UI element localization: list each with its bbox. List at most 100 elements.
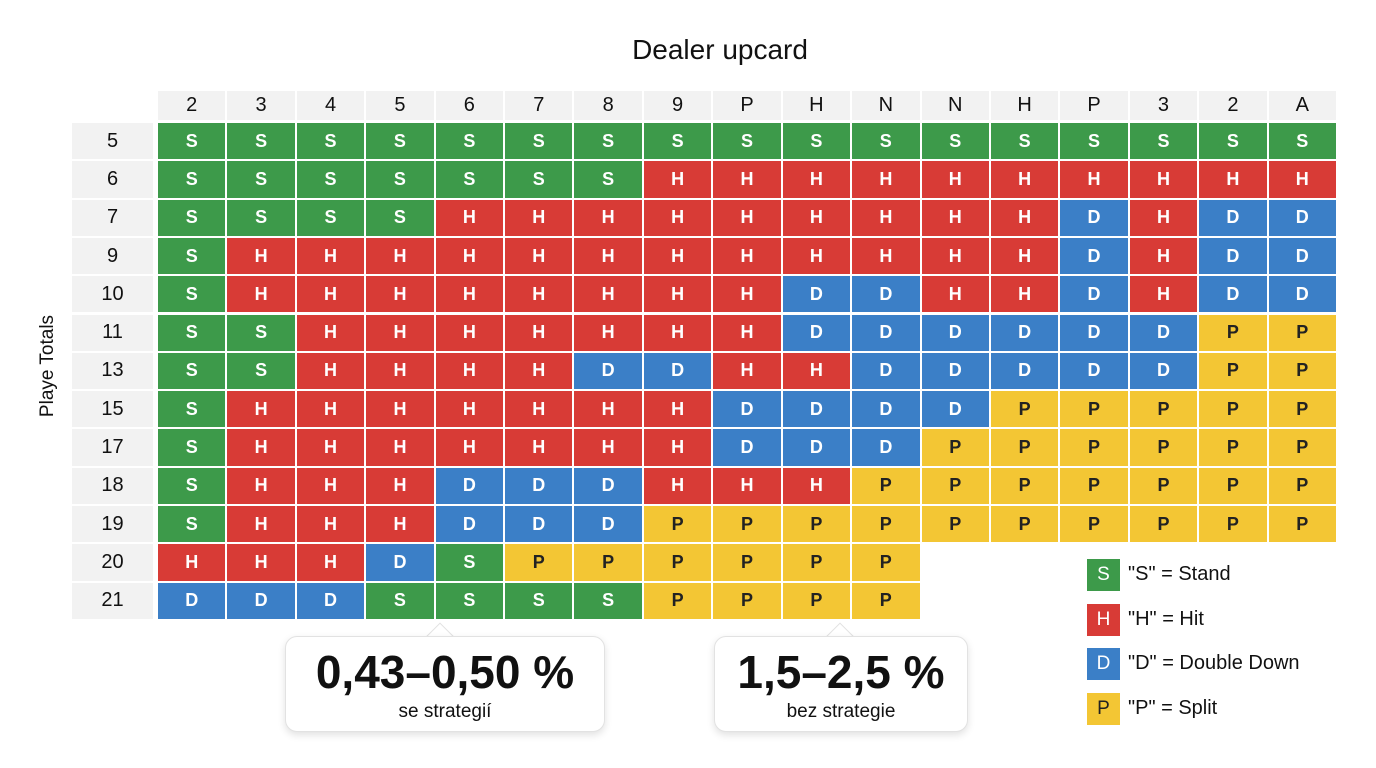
strategy-cell: P [781, 505, 852, 544]
strategy-cell: H [226, 275, 296, 314]
strategy-cell: D [157, 581, 227, 620]
strategy-cell: H [295, 543, 366, 582]
legend-label: "H" = Hit [1128, 607, 1204, 630]
row-label: 9 [72, 237, 153, 275]
strategy-cell: P [712, 543, 782, 582]
y-label: Playe Totals [37, 314, 58, 418]
strategy-cell: H [920, 236, 990, 276]
strategy-cell: S [504, 122, 574, 161]
row-label: 10 [72, 276, 153, 313]
strategy-cell: P [1198, 505, 1268, 544]
row-label: 5 [72, 123, 153, 160]
column-header: N [852, 91, 920, 120]
strategy-cell: H [642, 313, 713, 352]
strategy-cell: H [1128, 236, 1199, 276]
strategy-cell: S [226, 122, 296, 161]
strategy-cell: D [226, 581, 296, 620]
legend-swatch: D [1086, 647, 1121, 681]
strategy-cell: H [712, 198, 782, 237]
callout-caption: se strategií [398, 701, 492, 722]
strategy-cell: H [1128, 275, 1199, 314]
legend-label: "P" = Split [1128, 696, 1218, 719]
strategy-cell: H [781, 236, 852, 276]
strategy-cell: S [226, 198, 296, 237]
strategy-cell: P [712, 581, 782, 620]
strategy-cell: H [295, 236, 366, 276]
strategy-cell: S [920, 122, 990, 161]
legend-label: "S" = Stand [1128, 563, 1231, 585]
strategy-cell: D [851, 351, 921, 391]
column-header: 3 [1129, 91, 1198, 120]
strategy-cell: S [157, 160, 227, 199]
column-header: P [713, 91, 781, 120]
strategy-cell: H [989, 236, 1060, 276]
row-label: 6 [72, 161, 153, 198]
strategy-cell: P [1059, 428, 1129, 467]
strategy-cell: D [504, 466, 574, 505]
strategy-cell: S [157, 275, 227, 314]
row-label: 7 [72, 199, 153, 236]
strategy-cell: H [504, 428, 574, 467]
strategy-cell: S [1198, 122, 1268, 161]
strategy-cell: S [1128, 122, 1199, 161]
strategy-cell: S [226, 351, 296, 391]
strategy-cell: P [642, 505, 713, 544]
strategy-cell: H [712, 313, 782, 352]
strategy-cell: P [781, 581, 852, 620]
strategy-cell: S [157, 351, 227, 391]
strategy-cell: H [851, 198, 921, 237]
strategy-cell: P [989, 505, 1060, 544]
strategy-cell: P [989, 390, 1060, 429]
strategy-cell: S [573, 160, 643, 199]
column-header: 2 [1199, 91, 1267, 120]
strategy-cell: D [365, 543, 435, 582]
strategy-cell: H [1267, 160, 1337, 199]
strategy-cell: P [920, 466, 990, 505]
strategy-cell: H [157, 543, 227, 582]
strategy-cell: P [1128, 428, 1199, 467]
strategy-cell: P [851, 581, 921, 620]
strategy-cell: S [295, 122, 366, 161]
strategy-cell: D [1059, 313, 1129, 352]
strategy-cell: H [365, 390, 435, 429]
column-header: P [1060, 91, 1128, 120]
strategy-cell: S [157, 198, 227, 237]
callout-caption: bez strategie [786, 701, 896, 722]
strategy-cell: H [573, 390, 643, 429]
strategy-cell: H [1128, 160, 1199, 199]
strategy-cell: P [642, 543, 713, 582]
strategy-cell: D [781, 313, 852, 352]
strategy-cell: P [1059, 466, 1129, 505]
strategy-cell: H [989, 198, 1060, 237]
strategy-cell: H [226, 543, 296, 582]
strategy-cell: H [642, 198, 713, 237]
strategy-cell: S [642, 122, 713, 161]
strategy-cell: S [157, 505, 227, 544]
strategy-cell: P [781, 543, 852, 582]
strategy-cell: H [365, 505, 435, 544]
row-label: 11 [72, 314, 153, 351]
strategy-cell: D [1198, 275, 1268, 314]
strategy-cell: H [434, 236, 505, 276]
strategy-cell: S [573, 122, 643, 161]
strategy-cell: H [365, 313, 435, 352]
column-header: 6 [435, 91, 504, 120]
strategy-cell: P [1198, 351, 1268, 391]
strategy-cell: D [1267, 198, 1337, 237]
strategy-cell: D [1128, 313, 1199, 352]
strategy-cell: D [1059, 351, 1129, 391]
column-header: 5 [366, 91, 434, 120]
strategy-cell: S [226, 160, 296, 199]
strategy-cell: H [295, 351, 366, 391]
strategy-cell: P [989, 466, 1060, 505]
strategy-cell: S [157, 390, 227, 429]
strategy-cell: D [989, 351, 1060, 391]
strategy-cell: P [920, 505, 990, 544]
strategy-cell: H [295, 428, 366, 467]
strategy-cell: D [781, 390, 852, 429]
strategy-cell: P [1267, 505, 1337, 544]
strategy-cell: S [573, 581, 643, 620]
strategy-cell: P [989, 428, 1060, 467]
strategy-cell: D [295, 581, 366, 620]
